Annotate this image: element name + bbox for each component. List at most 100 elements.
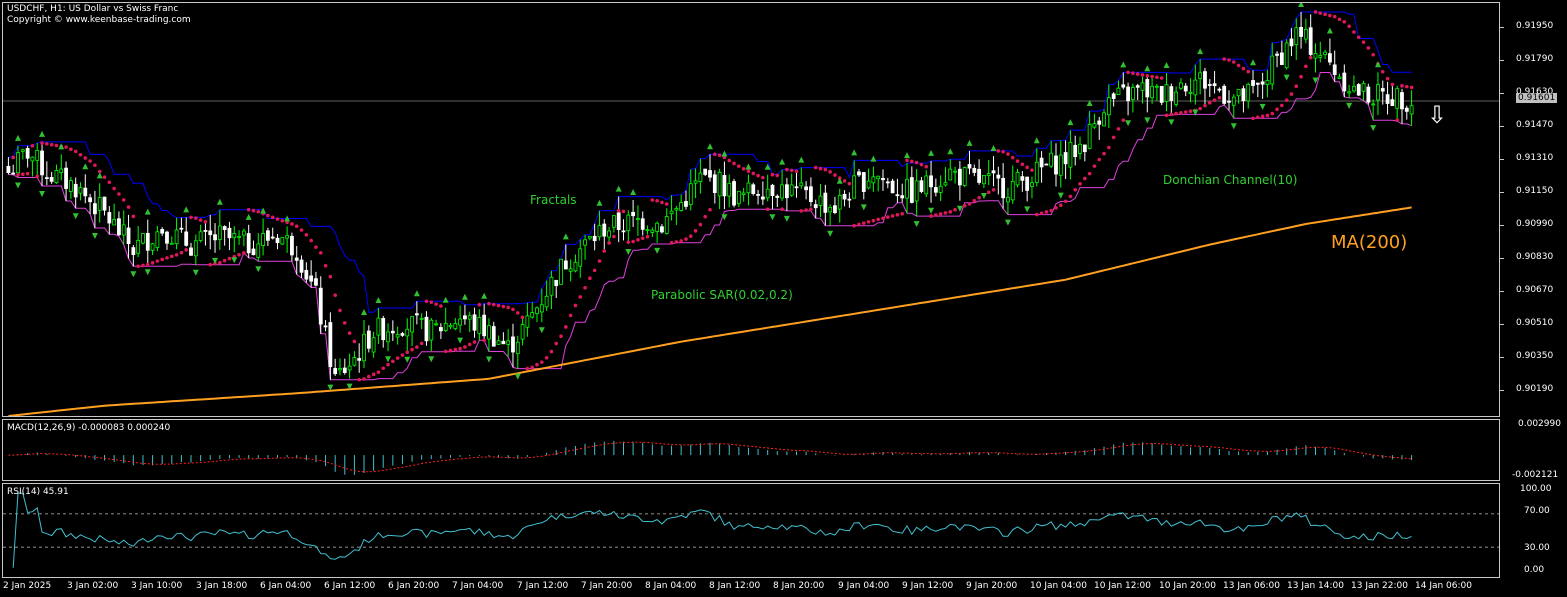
- sar-dot: [703, 214, 707, 219]
- candle-body: [1227, 100, 1231, 103]
- sar-dot: [568, 313, 573, 318]
- sar-dot: [102, 175, 107, 179]
- sar-dot: [126, 205, 131, 209]
- fractal-up-icon: [596, 199, 603, 206]
- candle-body: [770, 184, 775, 196]
- candle-body: [895, 194, 900, 197]
- sar-dot: [602, 249, 607, 253]
- candle-body: [1164, 84, 1169, 103]
- candle-body: [847, 198, 852, 201]
- sar-dot: [222, 258, 227, 263]
- sar-dot: [256, 209, 261, 214]
- candle-body: [597, 225, 602, 238]
- candle-body: [1251, 80, 1255, 86]
- sar-dot: [588, 276, 592, 281]
- sar-dot: [165, 256, 169, 260]
- sar-dot: [809, 207, 813, 211]
- sar-dot: [314, 245, 318, 249]
- sar-dot: [1212, 98, 1217, 103]
- candle-body: [1006, 196, 1010, 203]
- candle-body: [395, 334, 400, 338]
- rsi-pane[interactable]: RSI(14) 45.91: [2, 483, 1500, 578]
- candle-body: [554, 279, 559, 287]
- sar-dot: [1039, 211, 1044, 216]
- sar-dot: [765, 207, 770, 212]
- sar-dot: [194, 216, 198, 220]
- sar-dot: [1001, 149, 1005, 154]
- sar-dot: [227, 256, 232, 261]
- candle-body: [1092, 123, 1097, 128]
- fractal-up-icon: [82, 163, 89, 170]
- candle-body: [112, 219, 117, 226]
- candle-body: [1241, 88, 1246, 102]
- candle-body: [688, 183, 693, 206]
- sar-dot: [761, 175, 765, 180]
- sar-dot: [1030, 168, 1034, 172]
- sar-dot: [919, 162, 924, 167]
- sar-dot: [1318, 11, 1323, 15]
- price-tick-label: 0.91150: [1516, 186, 1554, 196]
- sar-dot: [626, 240, 631, 244]
- candle-body: [559, 258, 563, 285]
- candle-body: [318, 287, 323, 325]
- sar-dot: [357, 377, 362, 382]
- fractal-up-icon: [461, 293, 468, 300]
- candle-body: [1328, 53, 1332, 63]
- time-tick-label: 14 Jan 06:00: [1415, 581, 1472, 591]
- sar-dot: [876, 217, 880, 222]
- fractal-down-icon: [1168, 119, 1175, 126]
- candle-body: [1193, 79, 1198, 96]
- candle-body: [424, 316, 429, 342]
- candle-body: [1121, 84, 1126, 88]
- candle-body: [458, 318, 463, 326]
- price-tick-label: 0.90990: [1516, 219, 1554, 229]
- sar-dot: [616, 208, 621, 213]
- sar-dot: [1020, 162, 1025, 167]
- candle-body: [467, 315, 472, 320]
- candle-body: [59, 168, 64, 173]
- sar-dot: [972, 198, 977, 203]
- candle-body: [68, 180, 73, 192]
- candle-body: [1404, 107, 1409, 112]
- candle-body: [943, 182, 948, 186]
- fractal-down-icon: [327, 384, 334, 391]
- sar-dot: [631, 239, 635, 244]
- fractal-up-icon: [1374, 61, 1381, 68]
- sar-dot: [1323, 12, 1327, 17]
- sar-dot: [592, 268, 597, 273]
- candle-body: [607, 230, 611, 238]
- sar-dot: [799, 209, 804, 213]
- sar-dot: [938, 212, 943, 216]
- candle-body: [386, 331, 390, 343]
- fractal-up-icon: [1197, 48, 1204, 55]
- macd-pane[interactable]: MACD(12,26,9) -0.000083 0.000240: [2, 419, 1500, 481]
- sar-dot: [203, 219, 208, 224]
- sar-dot: [578, 295, 583, 299]
- candle-body: [967, 164, 972, 169]
- fractal-up-icon: [721, 150, 728, 157]
- candle-body: [342, 367, 347, 373]
- candle-body: [1116, 87, 1121, 95]
- sar-dot: [828, 170, 832, 174]
- fractal-up-icon: [1250, 59, 1257, 66]
- fractal-up-icon: [1144, 65, 1151, 72]
- fractals-label: Fractals: [530, 193, 577, 207]
- time-tick-label: 10 Jan 12:00: [1094, 581, 1151, 591]
- macd-bottom-tick: -0.002121: [1512, 470, 1559, 480]
- candle-body: [1058, 154, 1063, 176]
- fractal-down-icon: [144, 269, 151, 276]
- sar-dot: [607, 241, 611, 245]
- candle-body: [1299, 26, 1303, 37]
- candle-body: [909, 177, 914, 203]
- fractal-up-icon: [58, 143, 65, 150]
- sar-dot: [842, 179, 847, 183]
- price-chart-pane[interactable]: USDCHF, H1: US Dollar vs Swiss Franc Cop…: [2, 2, 1500, 417]
- candle-body: [117, 218, 121, 236]
- sar-dot: [1054, 206, 1058, 210]
- candle-body: [881, 177, 885, 181]
- fractal-down-icon: [485, 356, 492, 363]
- fractal-down-icon: [625, 249, 632, 256]
- candle-body: [1111, 93, 1116, 99]
- candle-body: [314, 278, 318, 286]
- candle-body: [991, 170, 996, 174]
